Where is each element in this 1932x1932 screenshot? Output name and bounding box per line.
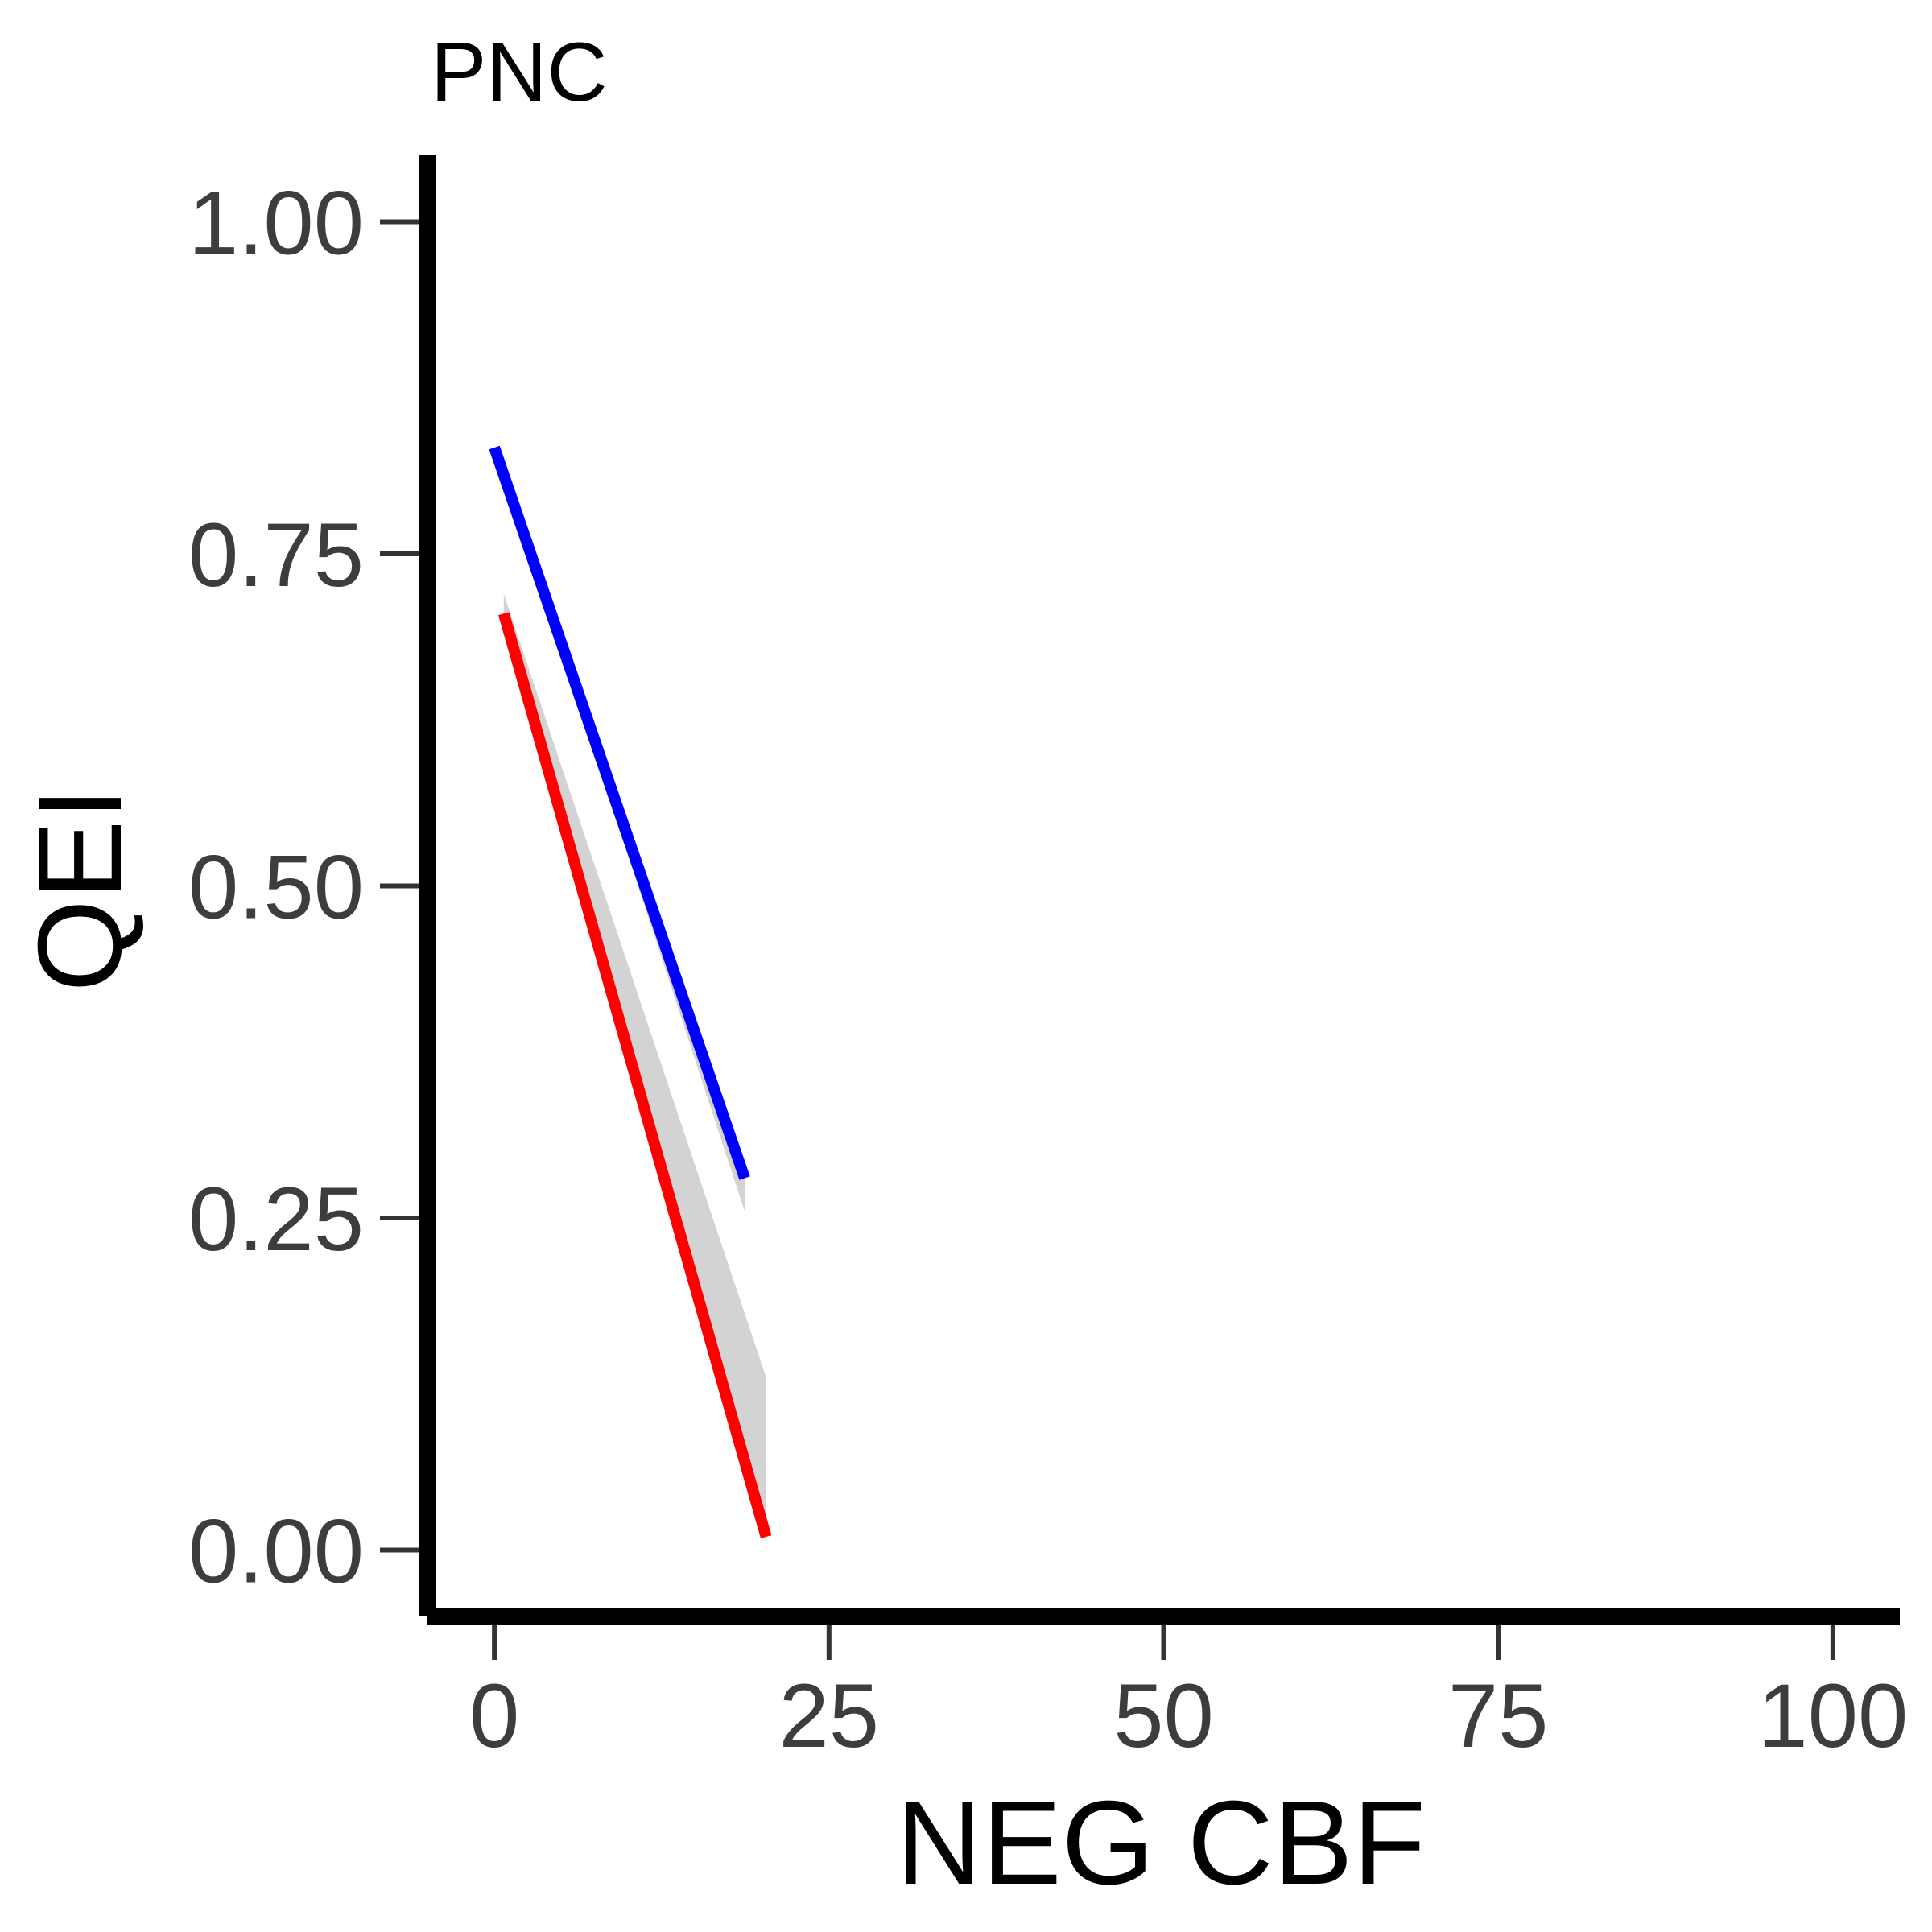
axes — [419, 155, 1900, 1625]
y-tick-label: 0.50 — [188, 837, 364, 938]
x-tick-label: 75 — [1448, 1666, 1549, 1766]
y-tick-label: 0.00 — [188, 1501, 364, 1602]
y-tick-label: 0.75 — [188, 505, 364, 605]
confidence-band-0 — [494, 448, 745, 1212]
x-tick-label: 100 — [1757, 1666, 1908, 1766]
y-axis-title: QEI — [14, 787, 147, 993]
x-axis-title: NEG CBF — [896, 1777, 1426, 1909]
x-tick-label: 25 — [779, 1666, 880, 1766]
ticks: 0.00 0.25 0.50 0.75 1.00 0 25 50 75 100 — [188, 173, 1908, 1767]
y-tick-label: 1.00 — [188, 173, 364, 274]
x-tick-label: 50 — [1113, 1666, 1214, 1766]
y-tick-label: 0.25 — [188, 1169, 364, 1269]
series-lines — [489, 445, 772, 1538]
series-line-1 — [498, 612, 772, 1538]
series-line-0 — [489, 445, 750, 1180]
x-tick-label: 0 — [469, 1666, 519, 1766]
plot-title: PNC — [431, 26, 608, 119]
